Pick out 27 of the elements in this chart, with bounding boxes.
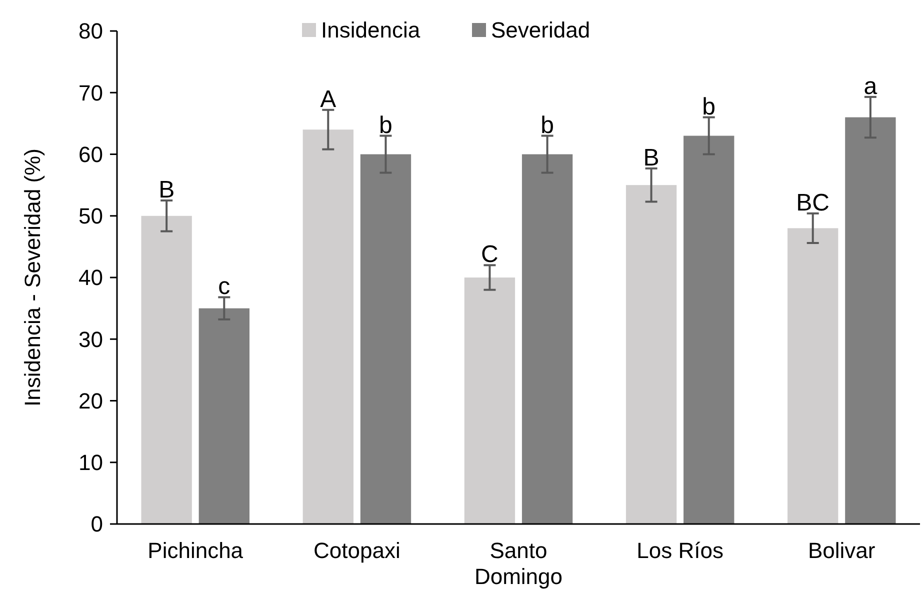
x-tick-label: Pichincha: [148, 538, 244, 563]
x-tick-label: Los Ríos: [636, 538, 724, 563]
x-tick-label: Cotopaxi: [314, 538, 400, 563]
y-tick-label: 60: [78, 142, 103, 167]
data-label: B: [158, 176, 175, 204]
data-label: c: [218, 273, 230, 300]
y-axis-title: Insidencia - Severidad (%): [20, 148, 45, 407]
y-tick-label: 30: [78, 326, 103, 352]
y-tick-label: 40: [78, 265, 103, 290]
y-tick-label: 0: [90, 512, 103, 537]
data-label: b: [702, 93, 716, 120]
y-tick-label: 70: [78, 80, 103, 106]
data-label: C: [481, 241, 498, 268]
x-tick-label: Santo Domingo: [474, 538, 563, 589]
legend-label: Severidad: [491, 18, 590, 43]
data-label: A: [320, 86, 336, 113]
x-tick-label: Bolivar: [808, 538, 876, 563]
data-label: b: [540, 112, 554, 139]
data-label: B: [643, 144, 660, 172]
data-label: BC: [796, 189, 830, 216]
y-tick-label: 80: [78, 18, 103, 44]
y-tick-label: 20: [78, 388, 103, 414]
legend-label: Insidencia: [321, 18, 421, 43]
y-tick-label: 50: [78, 204, 103, 229]
data-label: b: [379, 112, 392, 139]
data-label: a: [864, 72, 878, 100]
y-tick-label: 10: [78, 450, 103, 476]
